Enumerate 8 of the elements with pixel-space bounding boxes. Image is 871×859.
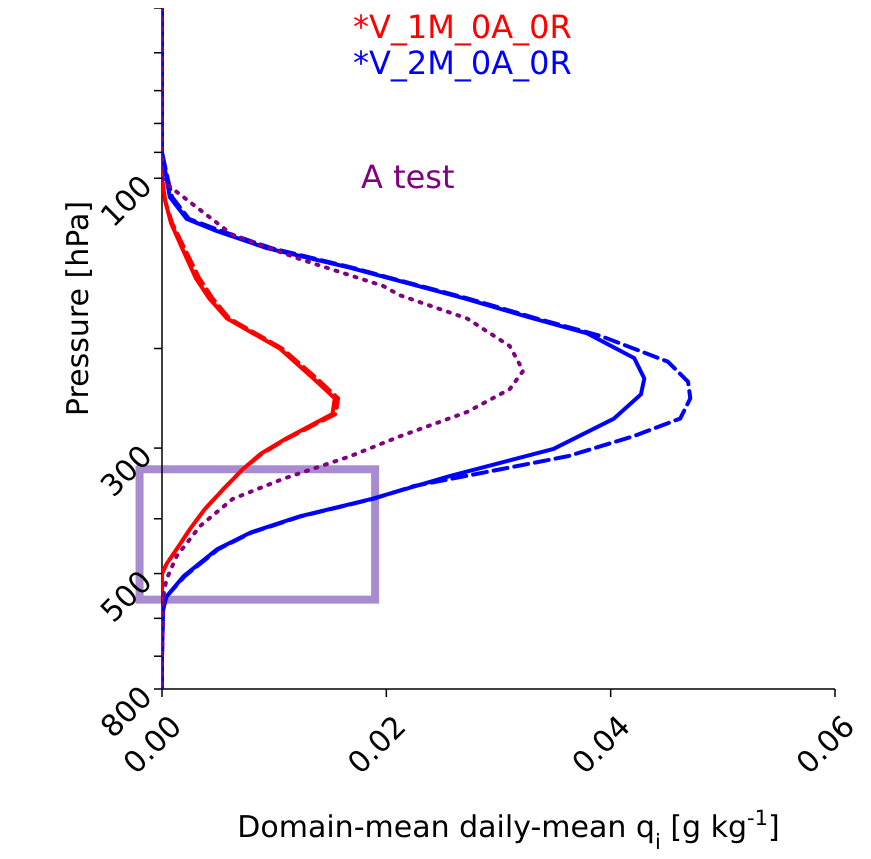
text: *V_1M_0A_0R xyxy=(353,8,572,46)
y-tick-label: 300 xyxy=(94,438,160,504)
y-tick-label: 500 xyxy=(94,564,160,630)
y-tick-label: 100 xyxy=(94,168,160,234)
x-axis-title: Domain-mean daily-mean q$_{i}$ [g kg$^{-1}$] xyxy=(237,806,780,854)
text: *V_2M_0A_0R xyxy=(353,44,572,82)
text: A test xyxy=(361,158,455,196)
y-axis-title: Pressure [hPa] xyxy=(61,200,96,416)
